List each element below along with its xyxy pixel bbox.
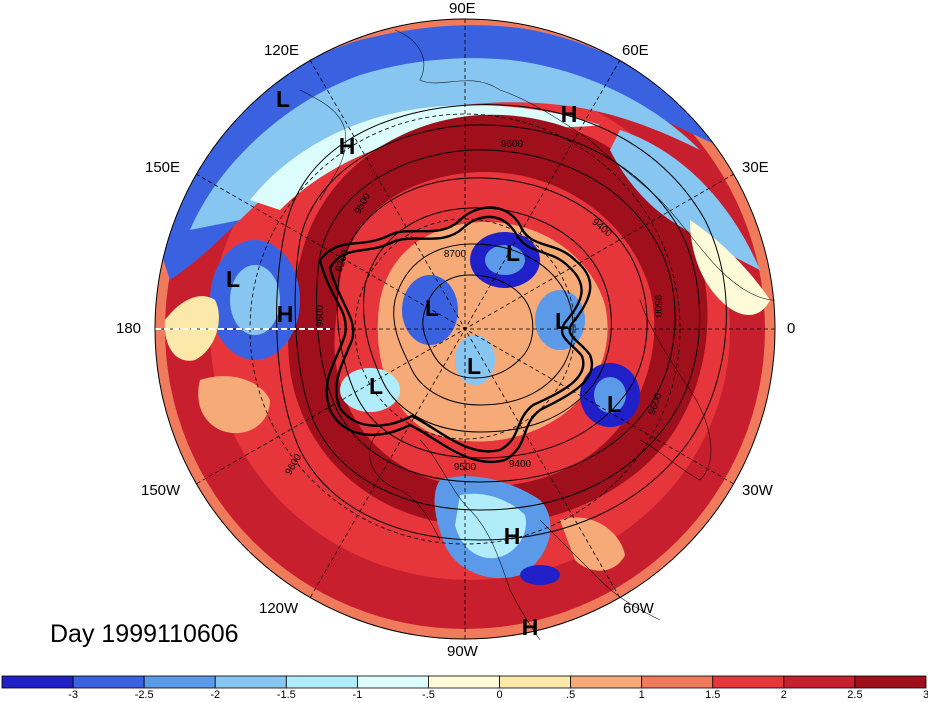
- colorbar-swatch: [214, 675, 287, 689]
- lon-label-0: 0: [787, 320, 796, 337]
- lon-label-150w: 150W: [141, 482, 181, 499]
- colorbar-tick-label: 1.5: [705, 689, 721, 701]
- high-pressure-marker: H: [339, 133, 356, 159]
- colorbar-swatch: [570, 675, 643, 689]
- low-pressure-marker: L: [506, 240, 520, 266]
- colorbar-tick-label: 2: [780, 689, 787, 701]
- colorbar-swatch: [428, 675, 500, 689]
- lon-label-120e: 120E: [264, 42, 300, 59]
- low-pressure-marker: L: [369, 373, 383, 399]
- colorbar-tick-label: .5: [566, 689, 576, 701]
- high-pressure-marker: H: [561, 101, 578, 127]
- lon-label-60e: 60E: [622, 42, 649, 59]
- lon-label-30e: 30E: [742, 159, 769, 176]
- colorbar-tick-label: -3: [68, 689, 78, 701]
- colorbar-swatch: [712, 675, 785, 689]
- low-pressure-marker: L: [276, 86, 290, 112]
- low-pressure-marker: L: [467, 353, 481, 379]
- colorbar-swatch: [499, 675, 572, 689]
- lon-label-90e: 90E: [449, 0, 476, 17]
- lon-label-60w: 60W: [623, 600, 654, 617]
- page-title: Day 1999110606: [50, 620, 239, 648]
- low-pressure-marker: L: [555, 308, 569, 334]
- colorbar-swatch: [143, 675, 216, 689]
- contour-label: 9600: [501, 139, 524, 150]
- low-pressure-marker: L: [226, 266, 240, 292]
- pressure-systems: L H H L H L L L L L L H H: [226, 86, 621, 640]
- colorbar-tick-label: -2.5: [134, 689, 154, 701]
- lon-label-150e: 150E: [145, 159, 181, 176]
- colorbar-swatch: [854, 675, 927, 689]
- contour-label: 9500: [454, 462, 477, 473]
- high-pressure-marker: H: [277, 301, 294, 327]
- height-contours: [276, 104, 727, 541]
- colorbar-tick-label: -1.5: [276, 689, 296, 701]
- colorbar-swatch: [1, 675, 74, 689]
- high-pressure-marker: H: [504, 523, 521, 549]
- colorbar-tick-label: 1: [638, 689, 645, 701]
- lon-label-180: 180: [116, 320, 142, 337]
- colorbar-tick-label: -2: [210, 689, 221, 701]
- low-pressure-marker: L: [425, 295, 439, 321]
- lon-label-90w: 90W: [447, 643, 478, 660]
- map-border: [154, 18, 776, 640]
- colorbar-swatch: [641, 675, 714, 689]
- contour-label: 8700: [444, 249, 467, 260]
- lon-label-30w: 30W: [742, 482, 773, 499]
- contour-label: 9500: [652, 295, 663, 318]
- low-pressure-marker: L: [607, 391, 621, 417]
- colorbar-swatch: [356, 675, 429, 689]
- colorbar-tick-label: 2.5: [847, 689, 863, 701]
- colorbar-tick-label: 3: [922, 689, 928, 701]
- colorbar-tick-label: -.5: [422, 689, 435, 701]
- high-pressure-marker: H: [522, 614, 539, 640]
- coastlines: [299, 29, 776, 641]
- lon-label-120w: 120W: [259, 600, 299, 617]
- colorbar-swatch: [285, 675, 358, 689]
- contour-label: 9400: [509, 459, 532, 470]
- vortex-edge: [318, 206, 594, 464]
- colorbar-tick-label: -1: [352, 689, 363, 701]
- colorbar: [1, 675, 927, 689]
- graticule: [155, 19, 775, 639]
- colorbar-swatch: [783, 675, 856, 689]
- anomaly-field: [155, 19, 775, 639]
- colorbar-swatch: [72, 675, 145, 689]
- contour-label: 9600: [315, 304, 326, 327]
- colorbar-tick-label: 0: [496, 689, 503, 701]
